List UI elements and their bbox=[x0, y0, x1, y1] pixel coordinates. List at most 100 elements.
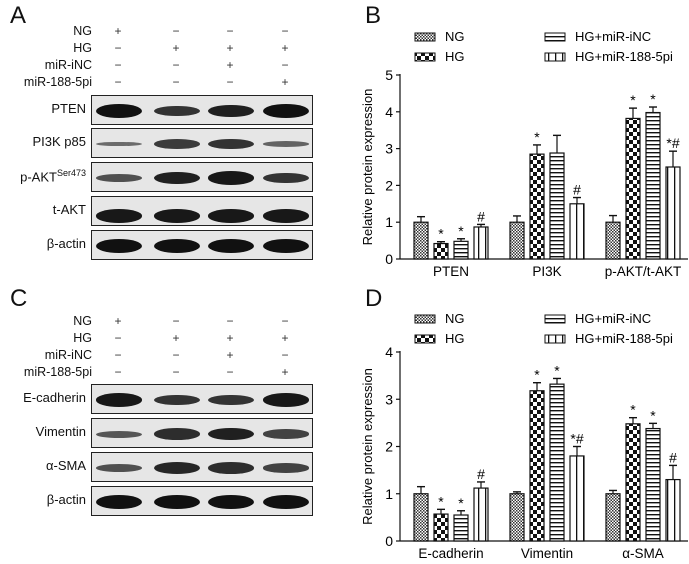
condition-sign: − bbox=[114, 58, 122, 72]
protein-band bbox=[208, 239, 254, 253]
bar bbox=[625, 117, 641, 260]
condition-label: HG bbox=[73, 331, 92, 345]
condition-sign: − bbox=[226, 314, 234, 328]
svg-text:HG+miR-188-5pi: HG+miR-188-5pi bbox=[575, 49, 673, 64]
protein-band bbox=[263, 104, 309, 118]
bar bbox=[473, 226, 489, 260]
protein-band bbox=[263, 239, 309, 253]
condition-sign: + bbox=[281, 331, 289, 345]
blot-label: β-actin bbox=[46, 236, 86, 251]
significance-mark: # bbox=[573, 182, 581, 198]
protein-band bbox=[154, 462, 200, 474]
protein-band bbox=[154, 394, 200, 406]
protein-band bbox=[96, 239, 142, 253]
blot-strip bbox=[91, 95, 313, 125]
significance-mark: # bbox=[669, 449, 677, 465]
y-tick-label: 0 bbox=[385, 533, 393, 549]
legend-item: HG+miR-188-5pi bbox=[544, 49, 673, 64]
protein-band bbox=[263, 393, 309, 407]
condition-sign: − bbox=[114, 365, 122, 379]
legend-item: HG+miR-188-5pi bbox=[544, 331, 673, 346]
bar-chart-d: NG HG HG+miR-iNC HG+miR-188-5pi 0 1 2 3 4 Relativ… bbox=[360, 311, 688, 561]
bar bbox=[549, 383, 565, 542]
protein-band bbox=[208, 462, 254, 474]
protein-band bbox=[96, 393, 142, 407]
protein-band bbox=[263, 463, 309, 473]
protein-band bbox=[208, 104, 254, 118]
bar bbox=[529, 153, 545, 260]
condition-label: miR-iNC bbox=[44, 58, 92, 72]
significance-mark: * bbox=[458, 223, 464, 239]
significance-mark: * bbox=[650, 91, 656, 107]
condition-sign: + bbox=[172, 41, 180, 55]
y-tick-label: 4 bbox=[385, 344, 393, 360]
significance-mark: *# bbox=[666, 135, 679, 151]
blot-strip bbox=[91, 162, 313, 192]
significance-mark: * bbox=[630, 92, 636, 108]
protein-band bbox=[208, 427, 254, 441]
blot-label: PI3K p85 bbox=[32, 134, 87, 149]
svg-text:HG+miR-iNC: HG+miR-iNC bbox=[575, 29, 651, 44]
panel-letter-b: B bbox=[365, 2, 382, 29]
bar bbox=[453, 514, 469, 542]
bar bbox=[605, 221, 621, 260]
condition-sign: − bbox=[172, 365, 180, 379]
protein-band bbox=[96, 495, 142, 509]
bar bbox=[549, 152, 565, 260]
y-tick-label: 1 bbox=[385, 486, 393, 502]
protein-band bbox=[96, 430, 142, 438]
blot-strip bbox=[91, 418, 313, 448]
significance-mark: * bbox=[650, 407, 656, 423]
y-axis-label: Relative protein expression bbox=[360, 89, 375, 246]
panel-letter-a: A bbox=[10, 2, 27, 29]
protein-band bbox=[263, 172, 309, 184]
significance-mark: # bbox=[477, 466, 485, 482]
protein-band bbox=[263, 429, 309, 439]
condition-sign: − bbox=[172, 75, 180, 89]
condition-sign: − bbox=[114, 331, 122, 345]
legend-item: NG bbox=[414, 311, 465, 326]
svg-text:HG: HG bbox=[445, 331, 465, 346]
protein-band bbox=[154, 209, 200, 223]
blot-label: Vimentin bbox=[35, 424, 86, 439]
protein-band bbox=[154, 239, 200, 253]
condition-sign: + bbox=[114, 314, 122, 328]
y-tick-label: 0 bbox=[385, 251, 393, 267]
blot-strip bbox=[91, 128, 313, 158]
protein-band bbox=[96, 174, 142, 182]
bar bbox=[433, 242, 449, 260]
x-category-label: E-cadherin bbox=[418, 546, 483, 561]
bar bbox=[413, 221, 429, 260]
y-axis-label: Relative protein expression bbox=[360, 368, 375, 525]
bar bbox=[413, 493, 429, 542]
protein-band bbox=[96, 464, 142, 472]
condition-sign: + bbox=[172, 331, 180, 345]
condition-label: HG bbox=[73, 41, 92, 55]
significance-mark: * bbox=[554, 362, 560, 378]
bar bbox=[645, 427, 661, 542]
svg-text:NG: NG bbox=[445, 311, 465, 326]
condition-label: miR-188-5pi bbox=[23, 365, 92, 379]
condition-label: miR-188-5pi bbox=[23, 75, 92, 89]
legend-item: HG+miR-iNC bbox=[544, 311, 651, 326]
protein-band bbox=[96, 141, 142, 147]
blot-label: E-cadherin bbox=[23, 390, 86, 405]
blot-label: α-SMA bbox=[45, 458, 86, 473]
blot-label: β-actin bbox=[46, 492, 86, 507]
y-tick-label: 3 bbox=[385, 141, 393, 157]
protein-band bbox=[154, 171, 200, 185]
condition-sign: − bbox=[281, 24, 289, 38]
blot-label: t-AKT bbox=[52, 202, 86, 217]
bar-chart-b: NG HG HG+miR-iNC HG+miR-188-5pi 0 1 2 3 4 5 Relati… bbox=[360, 29, 688, 279]
protein-band bbox=[154, 495, 200, 509]
y-tick-label: 3 bbox=[385, 391, 393, 407]
bar bbox=[509, 221, 525, 260]
protein-band bbox=[208, 495, 254, 509]
panel-letter-c: C bbox=[10, 285, 28, 312]
condition-sign: + bbox=[226, 41, 234, 55]
blot-strip bbox=[91, 384, 313, 414]
x-category-label: PTEN bbox=[433, 264, 469, 279]
condition-sign: + bbox=[114, 24, 122, 38]
bar bbox=[529, 390, 545, 542]
protein-band bbox=[154, 139, 200, 149]
